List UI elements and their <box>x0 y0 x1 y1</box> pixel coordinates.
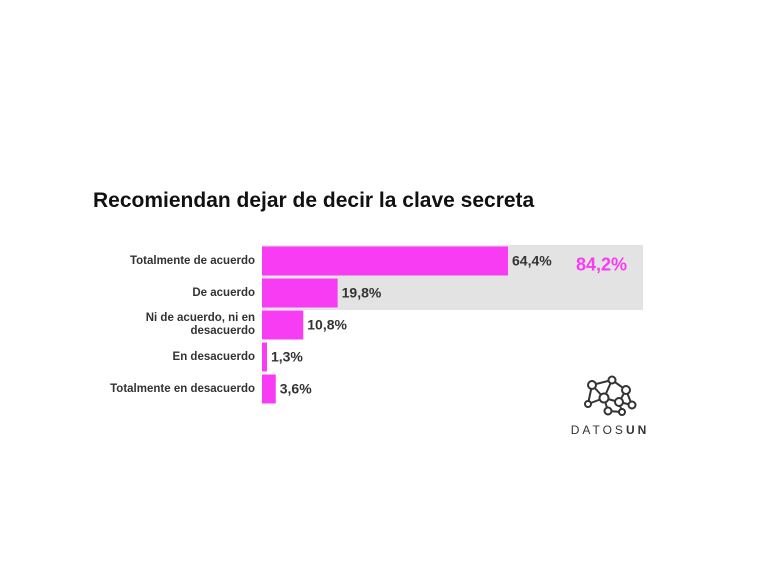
category-label: Totalmente de acuerdo <box>129 254 255 267</box>
value-label: 64,4% <box>512 253 552 269</box>
logo-icon <box>584 375 637 416</box>
value-label: 19,8% <box>342 285 382 301</box>
chart-title: Recomiendan dejar de decir la clave secr… <box>93 189 535 212</box>
logo-suffix: UN <box>626 423 649 437</box>
category-label: En desacuerdo <box>172 350 255 363</box>
category-label: Totalmente en desacuerdo <box>110 382 255 395</box>
bar <box>262 342 267 372</box>
category-label: Ni de acuerdo, ni en desacuerdo <box>145 312 255 337</box>
value-label: 3,6% <box>280 381 312 397</box>
value-label: 10,8% <box>307 317 347 333</box>
bar <box>262 310 304 340</box>
logo-prefix: DATOS <box>571 423 626 437</box>
bar <box>262 246 509 276</box>
category-label: De acuerdo <box>192 286 255 299</box>
logo-text: DATOSUN <box>571 423 650 437</box>
annotation: 84,2% <box>576 255 627 275</box>
bar <box>262 278 338 308</box>
bar <box>262 374 276 404</box>
value-label: 1,3% <box>271 349 303 365</box>
